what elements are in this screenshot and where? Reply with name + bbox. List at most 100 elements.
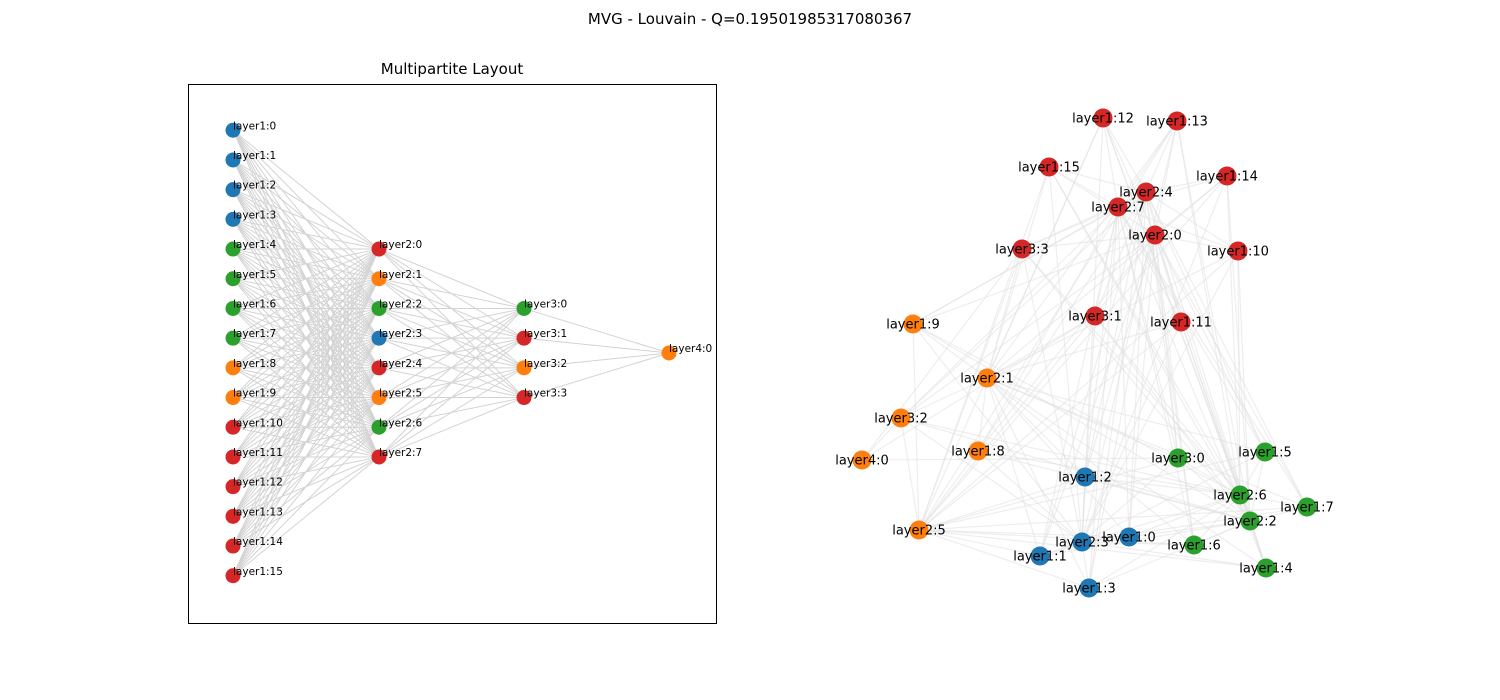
node-label: layer2:5 [379, 388, 422, 400]
graph-node [225, 538, 241, 554]
graph-edge [1081, 120, 1178, 543]
graph-edge [232, 189, 380, 250]
graph-edge [232, 248, 380, 280]
graph-edge [900, 417, 1251, 522]
node-label: layer1:0 [1102, 531, 1156, 546]
graph-node [225, 122, 241, 138]
graph-node [516, 390, 532, 406]
graph-edge [918, 457, 1179, 531]
graph-edge [861, 417, 902, 461]
graph-edge [900, 191, 1147, 419]
graph-node [371, 300, 387, 316]
graph-node [1255, 442, 1275, 462]
graph-edge [1048, 166, 1119, 208]
graph-node [1075, 467, 1095, 487]
graph-node [371, 271, 387, 287]
node-label: layer1:6 [1167, 539, 1221, 554]
graph-edge [378, 307, 525, 369]
graph-node [225, 449, 241, 465]
graph-node [1217, 166, 1237, 186]
graph-edge [1145, 120, 1178, 193]
graph-edge [912, 323, 1241, 496]
graph-edge [1039, 520, 1251, 557]
graph-edge [378, 397, 525, 458]
graph-edge [1145, 191, 1182, 323]
graph-edge [523, 352, 670, 399]
force-layout-nodes: layer1:0 layer1:1 layer1:2 layer1:3 layer1:4… [835, 108, 1334, 598]
graph-edge [1237, 250, 1241, 496]
graph-node [909, 520, 929, 540]
graph-edge [861, 248, 1023, 461]
node-label: layer3:1 [524, 328, 567, 340]
node-label: layer1:14 [1196, 170, 1258, 185]
node-label: layer1:9 [886, 318, 940, 333]
graph-node [1145, 225, 1165, 245]
node-label: layer2:4 [379, 358, 423, 370]
graph-edge [232, 308, 380, 576]
node-label: layer1:1 [1013, 550, 1067, 565]
graph-node [371, 330, 387, 346]
graph-edge [378, 367, 525, 458]
graph-edge [986, 120, 1178, 379]
graph-edge [1117, 206, 1195, 546]
node-label: layer1:11 [233, 447, 283, 459]
graph-edge [232, 248, 380, 487]
graph-edge [1154, 120, 1178, 236]
graph-node [516, 300, 532, 316]
graph-node [968, 441, 988, 461]
graph-edge [1239, 494, 1308, 508]
graph-edge [1237, 250, 1251, 522]
graph-edge [232, 248, 380, 309]
graph-edge [232, 248, 380, 369]
node-label: layer1:6 [233, 298, 277, 310]
graph-node [1039, 157, 1059, 177]
graph-edge [1094, 191, 1147, 317]
graph-edge [1084, 206, 1119, 478]
node-label: layer1:9 [233, 388, 276, 400]
graph-edge [1081, 451, 1266, 543]
graph-edge [523, 307, 670, 354]
graph-edge [918, 529, 1090, 589]
graph-edge [986, 175, 1228, 379]
graph-node [1171, 312, 1191, 332]
graph-node [371, 419, 387, 435]
graph-edge [378, 308, 525, 428]
graph-edge [900, 417, 1083, 543]
graph-node [371, 390, 387, 406]
graph-node [1297, 497, 1317, 517]
graph-node [852, 450, 872, 470]
node-label: layer1:0 [233, 120, 276, 132]
node-label: layer1:7 [1280, 501, 1334, 516]
graph-edge [986, 321, 1182, 379]
graph-edge [378, 337, 525, 458]
graph-node [225, 390, 241, 406]
node-label: layer3:3 [995, 243, 1049, 258]
graph-edge [986, 315, 1096, 379]
node-label: layer2:3 [1055, 536, 1109, 551]
graph-node [1079, 578, 1099, 598]
graph-edge [986, 377, 1130, 538]
graph-edge [861, 457, 1179, 461]
node-label: layer1:13 [233, 506, 283, 518]
node-label: layer2:6 [379, 417, 423, 429]
figure-suptitle: MVG - Louvain - Q=0.19501985317080367 [587, 10, 913, 28]
node-label: layer1:13 [1146, 115, 1208, 130]
graph-edge [232, 337, 380, 577]
node-label: layer1:2 [1058, 471, 1112, 486]
graph-edge [232, 278, 380, 576]
graph-node [1108, 197, 1128, 217]
node-label: layer2:6 [1213, 489, 1267, 504]
graph-edge [977, 450, 1083, 543]
graph-node [1256, 558, 1276, 578]
graph-edge [378, 308, 525, 458]
graph-node [225, 300, 241, 316]
graph-node [225, 271, 241, 287]
graph-node [1230, 485, 1250, 505]
graph-edge [232, 248, 380, 517]
graph-edge [1193, 494, 1241, 546]
graph-edge [977, 450, 1251, 522]
graph-node [903, 314, 923, 334]
graph-edge [1021, 248, 1241, 496]
graph-node [1093, 108, 1113, 128]
